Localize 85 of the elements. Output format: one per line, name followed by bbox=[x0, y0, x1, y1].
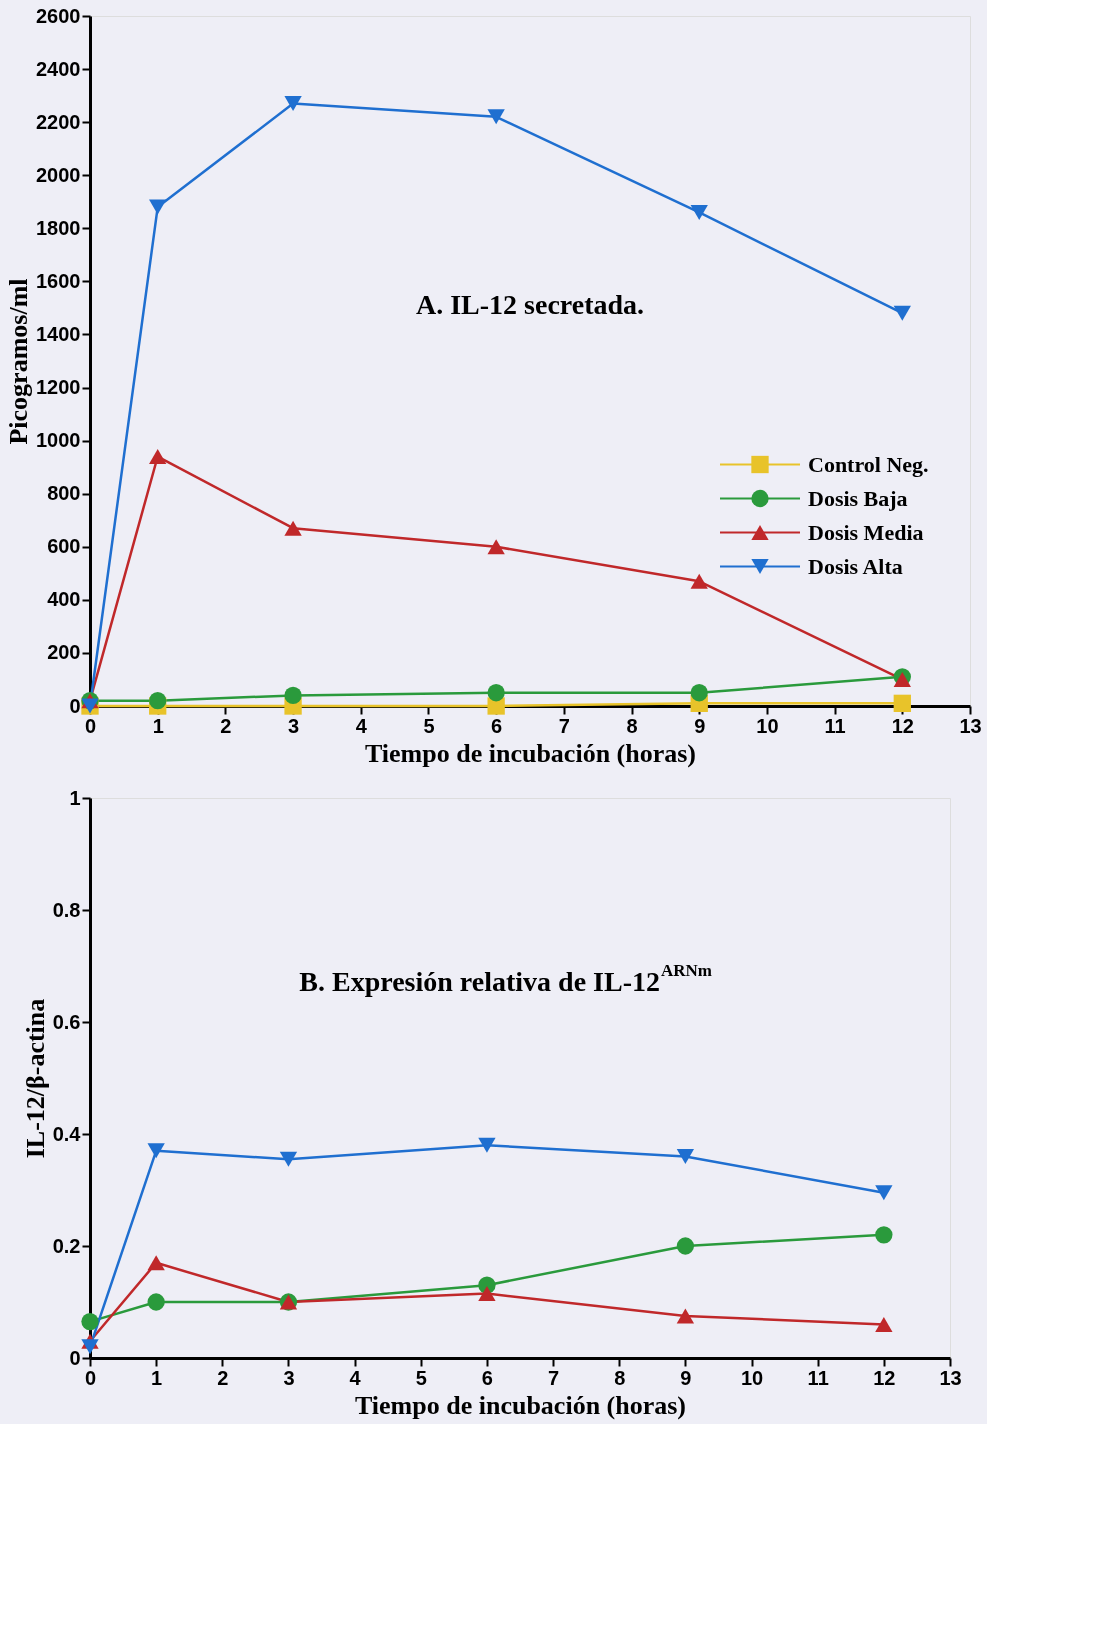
point bbox=[284, 520, 302, 536]
point bbox=[690, 684, 708, 702]
y-axis-title: IL-12/β-actina bbox=[20, 998, 50, 1159]
x-tick-label: 5 bbox=[423, 714, 435, 737]
point bbox=[147, 1143, 165, 1159]
point bbox=[690, 204, 708, 220]
y-tick-label: 1200 bbox=[36, 376, 81, 399]
point bbox=[149, 199, 167, 215]
x-tick-label: 13 bbox=[959, 714, 982, 737]
y-tick-label: 2600 bbox=[36, 4, 81, 27]
point bbox=[81, 1312, 99, 1331]
y-tick-label: 400 bbox=[47, 588, 81, 611]
y-tick-label: 1800 bbox=[36, 216, 81, 239]
x-tick-label: 6 bbox=[491, 714, 503, 737]
x-tick-label: 7 bbox=[548, 1366, 560, 1389]
y-tick-label: 200 bbox=[47, 641, 81, 664]
x-tick-label: 12 bbox=[873, 1366, 896, 1389]
x-tick-label: 2 bbox=[220, 714, 232, 737]
point bbox=[676, 1237, 695, 1255]
point bbox=[81, 1339, 99, 1355]
legend-label: Dosis Baja bbox=[808, 485, 908, 511]
point bbox=[149, 692, 167, 710]
legend-label: Dosis Media bbox=[808, 519, 924, 545]
x-tick-label: 3 bbox=[283, 1366, 295, 1389]
point bbox=[284, 96, 302, 112]
point bbox=[875, 1316, 893, 1332]
x-tick-label: 1 bbox=[151, 1366, 163, 1389]
x-tick-label: 13 bbox=[939, 1366, 962, 1389]
x-tick-label: 9 bbox=[694, 714, 706, 737]
y-tick-label: 800 bbox=[47, 482, 81, 505]
point bbox=[478, 1286, 496, 1302]
y-tick-label: 0 bbox=[69, 694, 81, 717]
y-tick-label: 0.6 bbox=[52, 1010, 81, 1033]
point bbox=[279, 1151, 298, 1167]
x-tick-label: 0 bbox=[84, 714, 97, 737]
x-tick-label: 8 bbox=[626, 714, 638, 737]
x-axis-title: Tiempo de incubación (horas) bbox=[364, 738, 697, 768]
x-tick-label: 5 bbox=[415, 1366, 427, 1389]
y-tick-label: 2200 bbox=[36, 110, 81, 133]
text: A. IL-12 secretada. bbox=[415, 288, 645, 320]
point bbox=[676, 1148, 695, 1164]
legend-label: Control Neg. bbox=[808, 451, 929, 477]
y-tick-label: 1400 bbox=[36, 322, 81, 345]
x-tick-label: 2 bbox=[217, 1366, 229, 1389]
x-tick-label: 7 bbox=[558, 714, 570, 737]
x-tick-label: 11 bbox=[807, 1366, 829, 1389]
y-tick-label: 1 bbox=[69, 786, 81, 809]
y-tick-label: 600 bbox=[47, 535, 81, 558]
point bbox=[487, 684, 505, 702]
x-tick-label: 9 bbox=[680, 1366, 692, 1389]
legend-label: Dosis Alta bbox=[808, 553, 903, 579]
point bbox=[149, 449, 167, 465]
point bbox=[893, 305, 911, 321]
x-tick-label: 4 bbox=[355, 714, 368, 737]
x-tick-label: 4 bbox=[349, 1366, 362, 1389]
point bbox=[284, 686, 302, 705]
x-tick-label: 11 bbox=[824, 714, 846, 737]
point bbox=[875, 1226, 893, 1244]
y-tick-label: 2400 bbox=[36, 57, 81, 80]
y-axis-title: Picogramos/ml bbox=[4, 278, 34, 445]
x-tick-label: 0 bbox=[84, 1366, 97, 1389]
x-tick-label: 3 bbox=[288, 714, 300, 737]
y-tick-label: 0 bbox=[69, 1346, 81, 1369]
point bbox=[676, 1308, 695, 1324]
point bbox=[875, 1185, 893, 1201]
x-tick-label: 10 bbox=[740, 1366, 764, 1389]
x-axis-title: Tiempo de incubación (horas) bbox=[354, 1390, 687, 1420]
y-tick-label: 1600 bbox=[36, 269, 81, 292]
y-tick-label: 0.4 bbox=[52, 1122, 82, 1145]
y-tick-label: 0.2 bbox=[52, 1234, 81, 1257]
point bbox=[893, 694, 911, 713]
x-tick-label: 10 bbox=[756, 714, 779, 737]
point bbox=[147, 1255, 165, 1271]
y-tick-label: 2000 bbox=[36, 163, 81, 186]
point bbox=[478, 1137, 496, 1153]
y-tick-label: 0.8 bbox=[52, 898, 81, 921]
x-tick-label: 8 bbox=[614, 1366, 626, 1389]
point bbox=[487, 109, 505, 125]
x-tick-label: 1 bbox=[152, 714, 164, 737]
point bbox=[690, 573, 708, 589]
x-tick-label: 6 bbox=[481, 1366, 493, 1389]
point bbox=[147, 1293, 165, 1311]
point bbox=[487, 539, 505, 555]
x-tick-label: 12 bbox=[891, 714, 914, 737]
y-tick-label: 1000 bbox=[36, 429, 81, 452]
